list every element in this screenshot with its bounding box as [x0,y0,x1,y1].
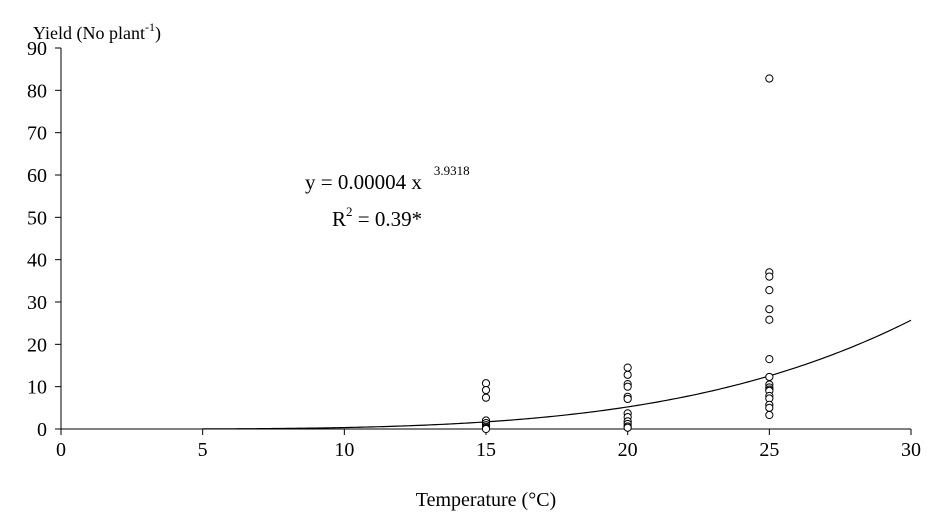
equation-annotation: y = 0.00004 x 3.9318 [305,163,470,194]
y-tick-label: 40 [27,250,47,272]
x-tick-label: 15 [476,439,496,461]
data-point [765,74,774,83]
x-axis-title: Temperature (°C) [416,489,556,511]
x-tick-label: 30 [901,439,921,461]
y-tick-label: 50 [27,207,47,229]
r-squared-annotation: R2 = 0.39* [332,204,422,231]
y-axis: 0 10 20 30 40 50 60 70 80 90 [27,38,62,441]
data-point [765,410,774,420]
data-point [765,315,774,324]
data-point [623,423,632,432]
data-point [623,382,632,391]
data-point [623,363,632,372]
x-axis: 0 5 10 15 20 25 30 [56,428,921,461]
data-point [481,385,491,395]
x-tick-label: 25 [759,439,779,461]
data-point [765,403,774,412]
x-ticks: 0 5 10 15 20 25 30 [56,429,921,461]
x-tick-label: 10 [334,439,354,461]
data-points [481,74,774,434]
x-tick-label: 0 [56,439,66,461]
data-point [765,305,774,314]
fit-line [202,319,912,430]
x-tick-label: 5 [198,439,208,461]
y-tick-label: 70 [27,123,47,145]
y-tick-label: 30 [27,292,47,314]
data-point [765,355,774,364]
data-point [765,286,774,295]
y-tick-label: 90 [27,38,47,60]
y-axis-title: Yield (No plant-1) [33,20,161,44]
data-point [481,379,491,388]
y-tick-label: 10 [27,377,47,399]
data-point [481,424,491,434]
y-tick-label: 60 [27,165,47,187]
data-point [623,394,632,404]
data-point [765,372,774,382]
data-point [481,393,491,402]
y-tick-label: 80 [27,80,47,102]
y-tick-label: 0 [37,419,47,441]
data-point [765,272,774,281]
y-ticks: 0 10 20 30 40 50 60 70 80 90 [27,38,61,441]
y-tick-label: 20 [27,334,47,356]
x-tick-label: 20 [618,439,638,461]
data-point [623,370,632,379]
